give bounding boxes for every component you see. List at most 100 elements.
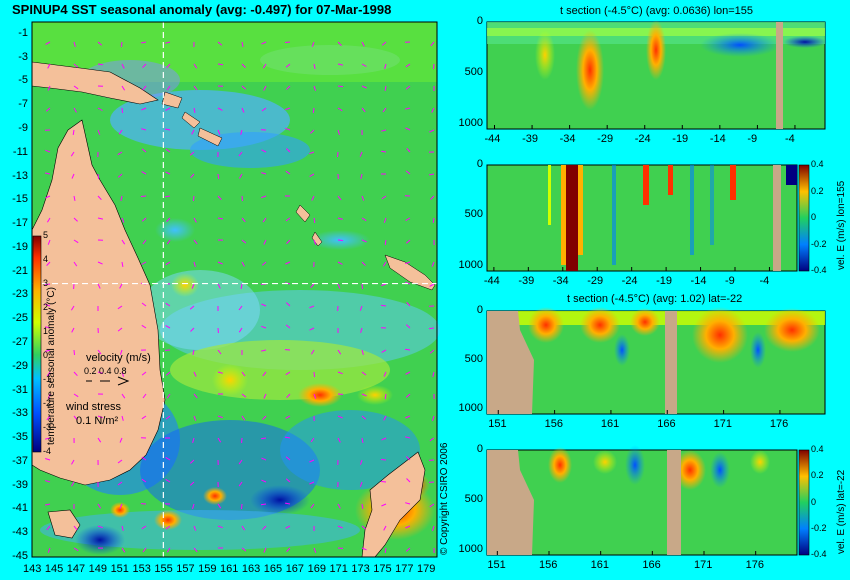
velocity-arrow (121, 371, 125, 377)
velocity-arrow (405, 324, 411, 329)
velocity-arrow (142, 63, 147, 68)
velocity-arrow (73, 41, 76, 47)
velocity-arrow (97, 217, 104, 220)
velocity-arrow (120, 195, 123, 202)
velocity-arrow (191, 283, 195, 289)
map-y-tick-label: -35 (12, 431, 28, 444)
velocity-arrow (429, 349, 435, 354)
map-y-tick-label: -31 (12, 383, 28, 396)
velocity-arrow (217, 195, 222, 200)
velocity-arrow (310, 283, 315, 289)
velocity-arrow (380, 459, 387, 461)
velocity-arrow (121, 85, 126, 91)
velocity-arrow (262, 371, 267, 377)
vel-colorbar-tick-label: 0 (811, 212, 817, 222)
velocity-vectors (44, 41, 435, 554)
section-1-y-tick-label: 1000 (458, 116, 483, 129)
velocity-arrow (73, 195, 76, 201)
velocity-arrow (166, 217, 171, 222)
velocity-arrow (193, 239, 198, 245)
velocity-arrow (97, 415, 103, 419)
section-3-y-tick-label: 1000 (458, 402, 483, 415)
section-2-x-tick-label: -34 (552, 275, 569, 287)
velocity-arrow (241, 503, 243, 510)
velocity-arrow (337, 239, 344, 241)
velocity-arrow (380, 481, 387, 483)
velocity-arrow (405, 261, 411, 265)
velocity-arrow (360, 173, 363, 180)
velocity-arrow (119, 283, 123, 289)
map-x-tick-label: 143 (23, 563, 42, 575)
section-4-x-tick-label: 176 (745, 559, 765, 571)
velocity-arrow (45, 480, 51, 483)
velocity-arrow (165, 325, 171, 329)
section-1-y-tick-label: 0 (476, 15, 483, 27)
new-caledonia-landmass (384, 254, 436, 291)
velocity-arrow (217, 261, 223, 265)
velocity-arrow (361, 261, 366, 266)
velocity-arrow (71, 481, 75, 487)
section-1-x-tick-label: -29 (597, 133, 614, 145)
velocity-arrow (337, 129, 340, 135)
velocity-arrow (313, 371, 315, 378)
velocity-arrow (361, 195, 365, 201)
velocity-arrow (45, 195, 51, 199)
velocity-arrow (384, 85, 387, 91)
velocity-arrow (189, 305, 195, 310)
section-1-x-tick-label: -9 (747, 133, 758, 145)
section-2-x-tick-label: -29 (587, 275, 604, 287)
velocity-arrow (165, 478, 171, 483)
velocity-arrow (405, 436, 411, 439)
velocity-arrow (217, 371, 223, 374)
velocity-arrow (260, 503, 267, 506)
velocity-arrow (337, 349, 342, 355)
map-y-tick-label: -11 (12, 145, 28, 158)
velocity-arrow (73, 217, 78, 222)
velocity-arrow (47, 393, 51, 399)
velocity-arrow (118, 129, 123, 135)
velocity-arrow (261, 172, 267, 175)
velocity-arrow (70, 305, 75, 311)
colorbar-tick-label: -3 (43, 422, 52, 432)
vel-colorbar-tick-label: -0.2 (811, 522, 827, 533)
velocity-arrow (217, 63, 224, 66)
velocity-arrow (45, 326, 51, 329)
velocity-arrow (310, 129, 315, 134)
map-plot-area (31, 22, 440, 558)
velocity-arrow (191, 129, 195, 135)
velocity-arrow (217, 503, 222, 509)
velocity-arrow (383, 217, 387, 223)
velocity-arrow (45, 107, 51, 112)
velocity-arrow (71, 459, 75, 465)
velocity-arrow (97, 349, 102, 355)
velocity-arrow (97, 129, 101, 135)
velocity-arrow (189, 151, 195, 156)
velocity-arrow (337, 371, 343, 375)
velocity-arrow (309, 305, 315, 309)
velocity-arrow (45, 149, 51, 153)
velocity-arrow (381, 195, 387, 200)
velocity-arrow (217, 41, 223, 46)
new-zealand-landmass (361, 451, 426, 558)
section-panel-1 (486, 20, 827, 130)
velocity-arrow (142, 239, 147, 245)
velocity-arrow (313, 393, 317, 399)
section-1-y-tick-label: 500 (464, 65, 483, 78)
velocity-arrow (337, 283, 341, 289)
velocity-arrow (166, 239, 171, 245)
velocity-arrow (241, 525, 246, 531)
velocity-arrow (309, 151, 315, 155)
velocity-arrow (97, 525, 103, 529)
map-y-tick-label: -37 (12, 454, 28, 467)
velocity-arrow (337, 41, 342, 46)
map-title: SPINUP4 SST seasonal anomaly (avg: -0.49… (12, 2, 392, 17)
map-y-tick-label: -19 (12, 240, 28, 253)
velocity-arrow (165, 261, 171, 266)
velocity-arrow (166, 63, 171, 69)
velocity-arrow (310, 503, 315, 509)
map-y-tick-label: -21 (12, 264, 28, 277)
velocity-arrow (359, 305, 363, 311)
velocity-arrow (47, 547, 51, 553)
colorbar-tick-label: -1 (43, 374, 52, 384)
velocity-arrow (430, 195, 435, 200)
